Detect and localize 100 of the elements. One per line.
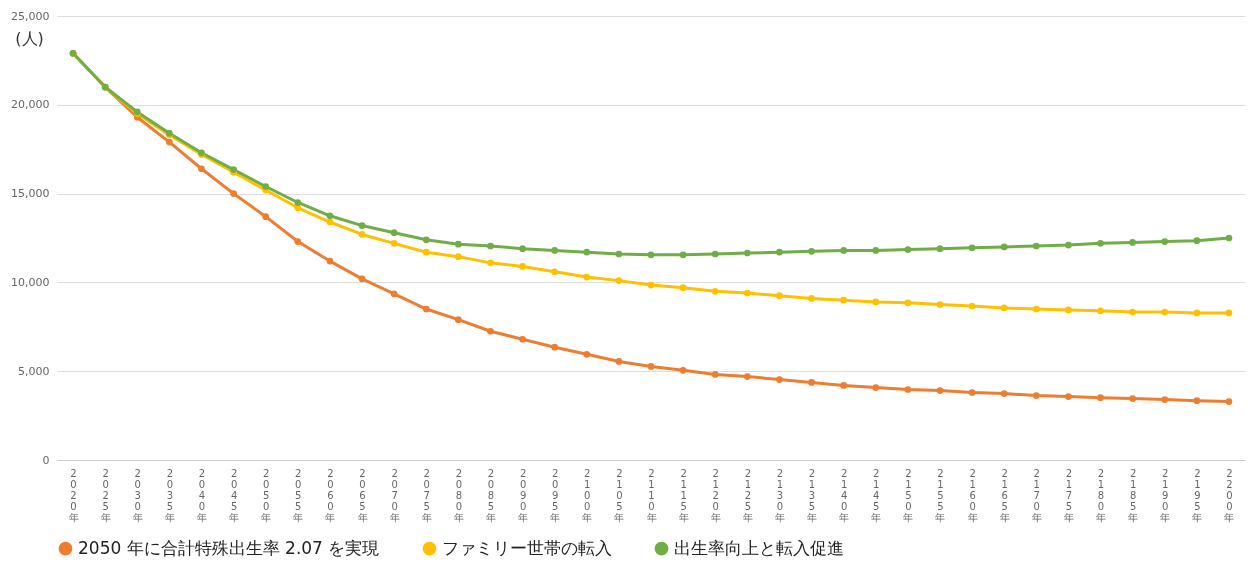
x-tick-label: 2090年 <box>518 467 529 523</box>
point <box>487 259 494 267</box>
point <box>166 138 173 146</box>
point <box>519 245 526 252</box>
point <box>647 281 655 289</box>
point <box>583 273 591 281</box>
x-tick-label: 2085年 <box>485 467 496 523</box>
point <box>422 305 430 313</box>
point <box>455 316 462 324</box>
point <box>776 248 783 256</box>
point <box>1097 394 1104 402</box>
point <box>743 289 751 297</box>
y-tick-label: 25,000 <box>11 9 50 23</box>
x-tick-label: 2170年 <box>1031 467 1042 523</box>
point <box>455 253 462 260</box>
point <box>872 247 880 254</box>
point <box>936 245 944 252</box>
point <box>326 218 334 226</box>
legend-label: 出生率向上と転入促進 <box>674 537 844 558</box>
y-axis-title: (人) <box>15 28 44 48</box>
point <box>230 190 237 197</box>
point <box>1193 397 1201 405</box>
x-tick-label: 2065年 <box>357 467 368 523</box>
point <box>262 183 270 190</box>
y-tick-label: 20,000 <box>11 98 50 112</box>
point <box>904 299 912 307</box>
point <box>840 247 847 254</box>
point <box>358 231 366 238</box>
point <box>583 350 591 358</box>
point <box>358 222 366 229</box>
point <box>615 358 623 365</box>
x-tick-label: 2125年 <box>742 467 753 523</box>
x-tick-label: 2140年 <box>839 467 850 523</box>
point <box>808 295 815 302</box>
point <box>808 247 815 255</box>
point <box>583 248 591 256</box>
x-tick-label: 2050年 <box>261 467 272 523</box>
point <box>1032 305 1040 313</box>
x-tick-label: 2190年 <box>1160 467 1171 523</box>
point <box>1129 239 1136 246</box>
point <box>519 263 526 270</box>
point <box>840 382 847 389</box>
x-tick-label: 2035年 <box>164 467 175 523</box>
point <box>872 298 880 306</box>
point <box>422 248 430 256</box>
point <box>1225 234 1233 242</box>
x-tick-label: 2150年 <box>903 467 914 523</box>
point <box>358 275 366 283</box>
point <box>808 379 815 386</box>
point <box>487 327 494 335</box>
legend-label: 2050 年に合計特殊出生率 2.07 を実現 <box>78 537 380 558</box>
y-tick-label: 10,000 <box>11 275 50 289</box>
point <box>711 250 719 258</box>
point <box>679 366 687 374</box>
y-tick-label: 5,000 <box>18 364 50 378</box>
x-tick-label: 2030年 <box>132 467 143 523</box>
x-tick-label: 2120年 <box>710 467 721 523</box>
point <box>904 386 912 393</box>
point <box>647 251 655 259</box>
x-tick-label: 2115年 <box>678 467 689 523</box>
point <box>711 287 719 295</box>
point <box>1225 398 1233 405</box>
point <box>1129 395 1136 402</box>
point <box>390 239 398 247</box>
point <box>326 212 334 220</box>
point <box>904 246 912 253</box>
x-tick-label: 2110年 <box>646 467 657 523</box>
x-tick-label: 2080年 <box>453 467 464 523</box>
point <box>551 343 559 351</box>
point <box>615 250 623 258</box>
point <box>840 296 847 304</box>
point <box>1161 308 1169 316</box>
point <box>1000 390 1008 397</box>
point <box>1065 241 1072 249</box>
point <box>679 251 687 259</box>
x-tick-label: 2185年 <box>1128 467 1139 523</box>
point <box>872 384 880 391</box>
x-tick-label: 2095年 <box>550 467 561 523</box>
point <box>551 268 559 276</box>
point <box>390 229 398 237</box>
x-tick-label: 2075年 <box>421 467 432 523</box>
x-tick-label: 2175年 <box>1063 467 1074 523</box>
point <box>262 213 270 221</box>
point <box>968 244 976 252</box>
point <box>968 389 976 396</box>
point <box>711 371 719 378</box>
x-tick-label: 2200年 <box>1224 467 1235 523</box>
point <box>1193 309 1201 317</box>
legend-label: ファミリー世帯の転入 <box>442 537 612 558</box>
point <box>1032 392 1040 399</box>
point <box>936 301 944 308</box>
point <box>390 290 398 298</box>
point <box>776 376 783 383</box>
point <box>455 240 462 248</box>
x-tick-label: 2105年 <box>614 467 625 523</box>
point <box>647 363 655 370</box>
point <box>743 249 751 257</box>
point <box>1097 239 1104 247</box>
point <box>1161 396 1169 403</box>
point <box>294 238 302 245</box>
